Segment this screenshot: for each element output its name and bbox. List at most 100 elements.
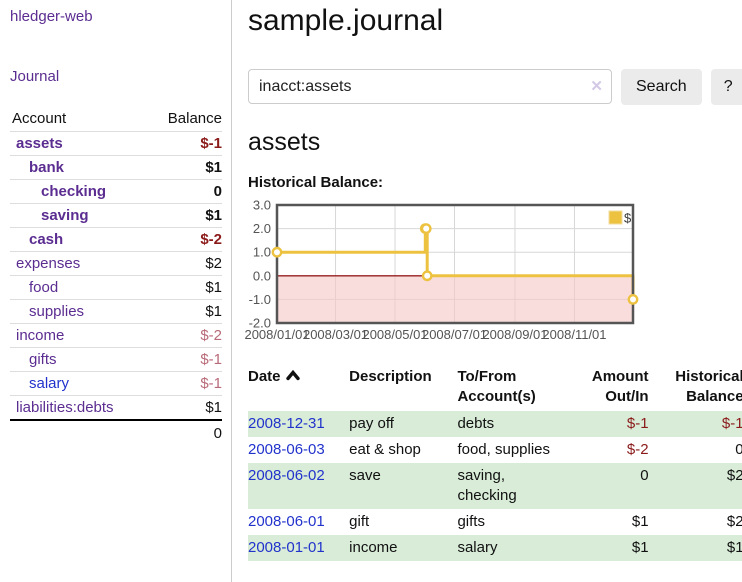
transaction-amount: $1 xyxy=(631,539,649,556)
transaction-balance: $1 xyxy=(726,539,742,556)
transaction-amount: $-2 xyxy=(626,441,649,458)
register-header-amount: Amount Out/In xyxy=(591,368,649,405)
x-tick-label: 2008/11/01 xyxy=(542,327,606,342)
sidebar: hledger-web Journal Account Balance asse… xyxy=(0,0,232,582)
transaction-description: gift xyxy=(349,513,370,530)
account-row: supplies $1 xyxy=(10,299,222,324)
register-row: 2008-06-03 eat & shop food, supplies $-2… xyxy=(248,437,742,463)
page-title: sample.journal xyxy=(248,4,444,37)
register-header-date-label: Date xyxy=(248,368,281,385)
account-link-liabilities-debts[interactable]: liabilities:debts xyxy=(16,399,114,416)
account-link-assets[interactable]: assets xyxy=(16,135,63,152)
transaction-accounts: saving, checking xyxy=(457,467,517,504)
account-balance: $1 xyxy=(205,207,222,224)
account-row: assets $-1 xyxy=(10,131,222,156)
clear-search-icon[interactable]: ✕ xyxy=(590,78,603,95)
search-button[interactable]: Search xyxy=(621,69,702,105)
search-help-button[interactable]: ? xyxy=(710,69,742,105)
account-link-checking[interactable]: checking xyxy=(41,183,107,200)
transaction-date-link[interactable]: 2008-06-02 xyxy=(248,467,325,484)
account-link-bank[interactable]: bank xyxy=(29,159,65,176)
account-row: bank $1 xyxy=(10,155,222,180)
account-balance: $2 xyxy=(205,255,222,272)
brand-link[interactable]: hledger-web xyxy=(10,8,93,25)
data-point-marker xyxy=(420,223,432,235)
register-table: Date Description To/From Account(s) Amou… xyxy=(248,365,742,561)
transaction-accounts: food, supplies xyxy=(457,441,551,458)
account-row: expenses $2 xyxy=(10,251,222,276)
account-row: food $1 xyxy=(10,275,222,300)
transaction-balance: $-1 xyxy=(721,415,742,432)
x-tick-label: 2008/07/01 xyxy=(422,327,487,342)
account-heading: assets xyxy=(248,128,321,156)
legend-label: $ xyxy=(624,211,632,226)
account-balance: $1 xyxy=(205,279,222,296)
accounts-total-row: 0 xyxy=(10,420,222,445)
account-balance: $-1 xyxy=(200,135,222,152)
register-row: 2008-06-02 save saving, checking 0 $2 xyxy=(248,463,742,509)
register-row: 2008-01-01 income salary $1 $1 xyxy=(248,535,742,561)
transaction-balance: $2 xyxy=(726,513,742,530)
account-balance: $-2 xyxy=(200,231,222,248)
accounts-header-row: Account Balance xyxy=(10,107,222,132)
register-header-date[interactable]: Date xyxy=(248,365,349,411)
account-row: salary $-1 xyxy=(10,371,222,396)
account-row: gifts $-1 xyxy=(10,347,222,372)
account-balance: $-1 xyxy=(200,351,222,368)
x-tick-label: 2008/05/01 xyxy=(362,327,427,342)
chart-title: Historical Balance: xyxy=(248,174,384,191)
register-row: 2008-06-01 gift gifts $1 $2 xyxy=(248,509,742,535)
sidebar-nav: Journal xyxy=(10,68,221,86)
y-tick-label: -1.0 xyxy=(249,292,271,307)
accounts-header-account: Account xyxy=(12,110,67,127)
legend-swatch xyxy=(608,210,623,225)
transaction-date-link[interactable]: 2008-01-01 xyxy=(248,539,325,556)
transaction-balance: $2 xyxy=(726,467,742,484)
sidebar-item-journal[interactable]: Journal xyxy=(10,68,60,85)
register-header-description: Description xyxy=(349,368,432,385)
transaction-accounts: gifts xyxy=(457,513,485,530)
account-balance: $1 xyxy=(205,303,222,320)
transaction-amount: $1 xyxy=(631,513,649,530)
accounts-header-balance: Balance xyxy=(167,110,222,127)
historical-balance-chart[interactable]: $3.0 2.0 1.0 0.0 -1.0 -2.02008/01/012008/03/0… xyxy=(244,198,672,346)
transaction-description: save xyxy=(349,467,381,484)
data-point-marker xyxy=(271,246,283,258)
account-link-cash[interactable]: cash xyxy=(29,231,64,248)
search-input-wrap: ✕ xyxy=(248,69,612,105)
transaction-description: pay off xyxy=(349,415,394,432)
accounts-total-value: 0 xyxy=(213,425,222,442)
account-row: cash $-2 xyxy=(10,227,222,252)
x-tick-label: 2008/03/01 xyxy=(303,327,368,342)
account-balance: $1 xyxy=(205,399,222,416)
search-form: ✕ Search ? xyxy=(248,69,742,105)
transaction-date-link[interactable]: 2008-06-01 xyxy=(248,513,325,530)
sort-ascending-icon[interactable] xyxy=(285,367,300,387)
x-tick-label: 2008/01/01 xyxy=(244,327,309,342)
data-point-marker xyxy=(421,270,433,282)
register-header-balance: Historical Balance xyxy=(675,368,742,405)
transaction-date-link[interactable]: 2008-12-31 xyxy=(248,415,325,432)
accounts-table: Account Balance assets $-1 bank $1 checkin… xyxy=(10,107,222,445)
data-point-marker xyxy=(627,294,639,305)
account-link-salary[interactable]: salary xyxy=(29,375,70,392)
transaction-accounts: salary xyxy=(457,539,498,556)
account-balance: $1 xyxy=(205,159,222,176)
account-link-saving[interactable]: saving xyxy=(41,207,89,224)
account-link-expenses[interactable]: expenses xyxy=(16,255,81,272)
account-link-income[interactable]: income xyxy=(16,327,65,344)
account-link-gifts[interactable]: gifts xyxy=(29,351,57,368)
register-header-row: Date Description To/From Account(s) Amou… xyxy=(248,365,742,411)
account-row: saving $1 xyxy=(10,203,222,228)
transaction-date-link[interactable]: 2008-06-03 xyxy=(248,441,325,458)
account-balance: 0 xyxy=(213,183,222,200)
y-tick-label: 0.0 xyxy=(253,268,271,283)
account-link-supplies[interactable]: supplies xyxy=(29,303,85,320)
transaction-amount: $-1 xyxy=(626,415,649,432)
register-header-accounts: To/From Account(s) xyxy=(457,368,536,405)
account-link-food[interactable]: food xyxy=(29,279,59,296)
transaction-description: eat & shop xyxy=(349,441,421,458)
search-input[interactable] xyxy=(248,69,612,104)
account-row: liabilities:debts $1 xyxy=(10,395,222,421)
